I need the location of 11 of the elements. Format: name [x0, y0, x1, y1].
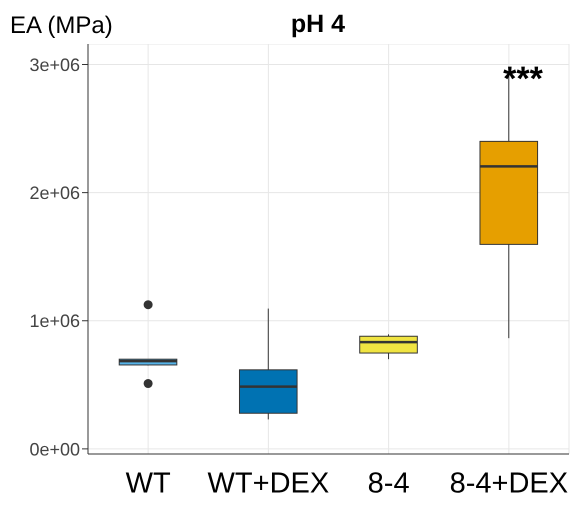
y-tick-label: 0e+00: [29, 439, 80, 460]
y-tick-label: 2e+06: [29, 183, 80, 204]
x-tick-label: WT+DEX: [208, 468, 330, 500]
y-axis-title: EA (MPa): [10, 12, 113, 40]
y-tick-label: 1e+06: [29, 311, 80, 332]
chart-title: pH 4: [290, 10, 346, 39]
annotation: ***: [502, 60, 544, 99]
y-tick-label: 3e+06: [29, 54, 80, 75]
x-tick-label: 8-4+DEX: [450, 468, 568, 500]
x-tick-label: WT: [126, 468, 171, 500]
x-tick-label: 8-4: [368, 468, 410, 500]
